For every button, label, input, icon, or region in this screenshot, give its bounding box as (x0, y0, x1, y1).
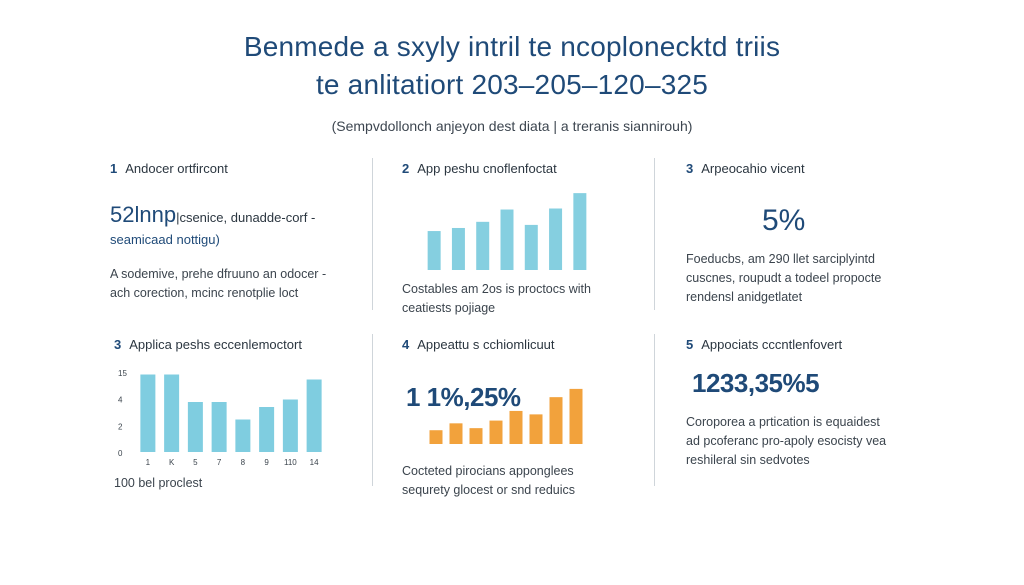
column-divider-bottom-right (654, 334, 655, 486)
bar-2-4 (211, 402, 227, 452)
panel-1-metric-suffix: |csenice, dunadde-corf - (176, 210, 316, 225)
bar-1-5 (524, 224, 538, 270)
column-divider-top-right (654, 158, 655, 310)
x-tick-label: 5 (193, 458, 198, 467)
bar-chart-bottom-middle (429, 388, 583, 444)
page-subtitle: (Sempvdollonch anjeyon dest diata | a tr… (331, 118, 693, 134)
panel-1-body-line-2: ach corection, mcinc renotplie loct (110, 286, 299, 300)
bar-chart-bottom-left: 0 2 4 15 1 K 5 7 8 9 110 14 (118, 369, 322, 467)
panel-5: 4 Appeattu s cchiomlicuut 1 1%,25% Coctet… (402, 336, 662, 500)
x-tick-label: 110 (284, 458, 297, 467)
panel-6-body-line-2: ad pcoferanc pro-apoly esocisty vea (686, 434, 887, 448)
bar-3-1 (429, 430, 443, 444)
bar-2-6 (259, 407, 275, 452)
panel-6-body-line-3: reshileral sin sedvotes (686, 453, 810, 467)
panel-6-metric: 1233,35%5 (692, 368, 820, 398)
panel-1-title-text: Andocer ortfircont (125, 161, 228, 176)
panel-2-number: 2 (402, 161, 410, 176)
panel-1-metric-line-2: seamicaad nottigu) (110, 232, 220, 247)
panel-5-number: 4 (402, 337, 410, 352)
column-divider-top-left (372, 158, 373, 310)
bar-2-8 (306, 379, 322, 452)
panel-1-metric-row: 52lnnp|csenice, dunadde-corf - (110, 202, 370, 228)
panel-4-number: 3 (114, 337, 122, 352)
y-tick-label: 0 (118, 449, 123, 458)
panel-3-title-text: Arpeocahio vicent (701, 161, 805, 176)
panel-5-title: 4 Appeattu s cchiomlicuut (402, 336, 662, 354)
y-tick-label: 15 (118, 369, 127, 378)
panel-2-body-line-1: Costables am 2os is proctocs with (402, 282, 591, 296)
bar-3-2 (449, 423, 463, 444)
panel-5-body-line-2: sequrety glocest or snd reduics (402, 483, 576, 497)
bar-2-5 (235, 419, 251, 452)
panel-2: 2 App peshu cnoflenfoctat Costables am 2o… (402, 160, 662, 318)
panel-3-body-line-2: cuscnes, roupudt a todeel propocte (686, 271, 882, 285)
bar-1-2 (451, 227, 465, 270)
bar-2-1 (140, 374, 156, 452)
panel-1-title: 1 Andocer ortfircont (110, 160, 370, 178)
panel-4-title-text: Applica peshs eccenlemoctort (129, 337, 302, 352)
page-title-line-2: te anlitatiort 203–205–120–325 (315, 69, 709, 100)
bar-3-5 (509, 410, 523, 444)
bar-2-7 (282, 399, 298, 452)
bar-1-3 (476, 221, 490, 270)
panel-3-title: 3 Arpeocahio vicent (686, 160, 946, 178)
panel-1-body-line-1: A sodemive, prehe dfruuno an odocer - (110, 267, 327, 281)
bar-3-3 (469, 428, 483, 444)
bar-2-3 (187, 402, 203, 452)
bar-2-2 (164, 374, 180, 452)
panel-3-body-line-3: rendensl anidgetlatet (686, 290, 803, 304)
x-tick-label: 9 (264, 458, 269, 467)
panel-1: 1 Andocer ortfircont 52lnnp|csenice, duna… (110, 160, 370, 303)
panel-6-body-line-1: Coroporea a prtication is equaidest (686, 415, 880, 429)
panel-3-metric: 5% (762, 204, 806, 237)
x-tick-label: K (169, 458, 175, 467)
y-tick-label: 4 (118, 396, 123, 405)
page-title-line-1: Benmede a sxyly intril te ncoplonecktd t… (243, 31, 781, 62)
panel-4: 3 Applica peshs eccenlemoctort 0 2 4 15 1 K 5 7 8… (114, 336, 374, 493)
report-header: Benmede a sxyly intril te ncoplonecktd t… (0, 28, 1024, 134)
bar-3-6 (529, 414, 543, 444)
panel-4-title: 3 Applica peshs eccenlemoctort (114, 336, 374, 354)
bar-1-1 (427, 231, 441, 270)
panel-6-title: 5 Appociats cccntlenfovert (686, 336, 946, 354)
panel-2-body-line-2: ceatiests pojiage (402, 301, 496, 315)
panel-6: 5 Appociats cccntlenfovert 1233,35%5 Coro… (686, 336, 946, 470)
panel-3: 3 Arpeocahio vicent 5% Foeducbs, am 290 l… (686, 160, 946, 307)
bar-3-8 (569, 388, 583, 444)
panel-3-body-line-1: Foeducbs, am 290 llet sarciplyintd (686, 252, 875, 266)
column-divider-bottom-left (372, 334, 373, 486)
bar-3-7 (549, 397, 563, 444)
panel-6-title-text: Appociats cccntlenfovert (701, 337, 843, 352)
panel-6-number: 5 (686, 337, 694, 352)
panel-2-title-text: App peshu cnoflenfoctat (417, 161, 557, 176)
bar-chart-top (427, 193, 587, 270)
panel-5-body-line-1: Cocteted pirocians apponglees (402, 464, 574, 478)
bar-3-4 (489, 420, 503, 444)
panel-1-metric: 52lnnp (110, 202, 177, 227)
y-tick-label: 2 (118, 422, 123, 431)
bar-1-7 (573, 193, 587, 270)
panel-1-number: 1 (110, 161, 118, 176)
panel-5-metric: 1 1%,25% (406, 382, 521, 412)
x-tick-label: 7 (217, 458, 222, 467)
bar-1-4 (500, 209, 514, 270)
bar-1-6 (549, 208, 563, 270)
panel-5-title-text: Appeattu s cchiomlicuut (417, 337, 555, 352)
x-tick-label: 8 (241, 458, 246, 467)
panel-2-title: 2 App peshu cnoflenfoctat (402, 160, 662, 178)
x-tick-label: 1 (146, 458, 151, 467)
panel-4-caption: 100 bel proclest (114, 476, 203, 490)
x-tick-label: 14 (310, 458, 319, 467)
panel-3-number: 3 (686, 161, 694, 176)
panel-5-chart-area: 1 1%,25% (402, 362, 662, 446)
